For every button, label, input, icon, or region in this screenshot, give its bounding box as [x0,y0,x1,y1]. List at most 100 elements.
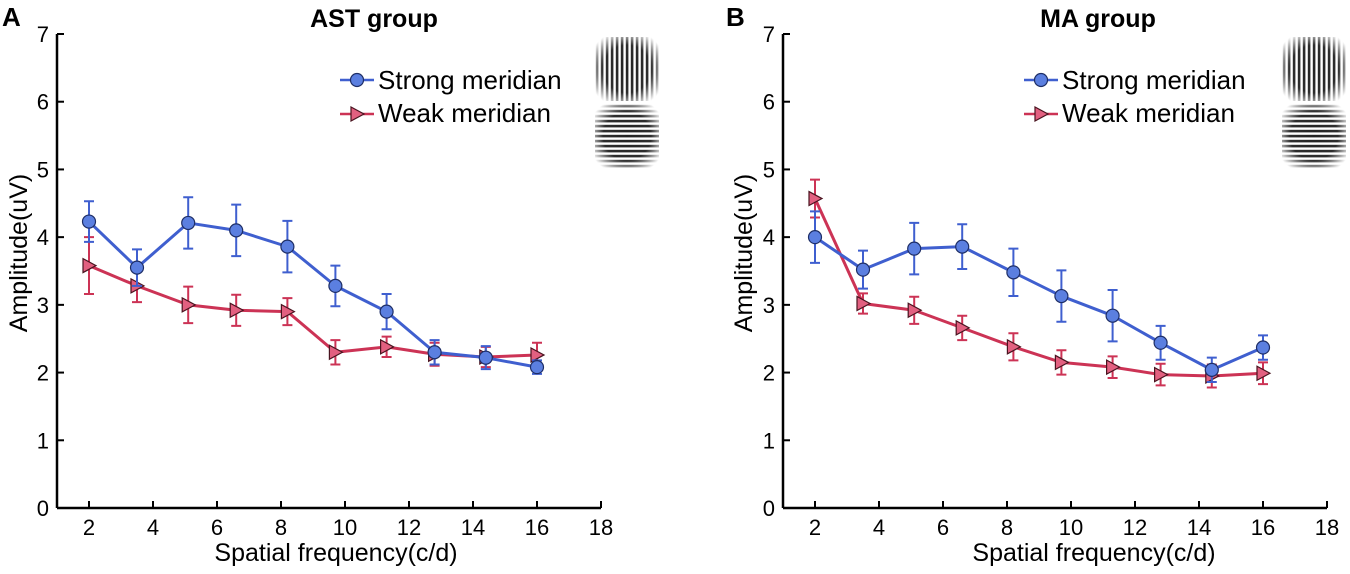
x-tick-label: 2 [83,515,95,540]
y-tick-label: 1 [37,428,49,453]
data-point [129,260,145,275]
data-point [907,302,923,319]
data-point [1204,362,1219,377]
y-tick-label: 7 [763,22,775,47]
data-point [1153,366,1169,383]
data-point [807,230,823,245]
data-point [856,295,872,312]
chart-title: MA group [1040,5,1156,33]
y-tick-label: 2 [37,361,49,386]
data-point [328,344,344,361]
data-point [280,303,296,320]
legend: Strong meridian Weak meridian [340,65,562,128]
legend-label-strong: Strong meridian [1062,65,1246,95]
horizontal-grating-icon [595,104,659,168]
data-point [955,319,971,336]
y-tick-label: 7 [37,22,49,47]
series-weak [808,178,1272,389]
legend-label-weak: Weak meridian [378,98,551,128]
panel-letter: B [726,2,745,32]
data-point [1105,359,1121,376]
data-point [181,296,197,313]
x-tick-label: 16 [1251,515,1275,540]
y-tick-label: 5 [37,157,49,182]
data-point [808,190,824,207]
legend-marker-strong [349,72,365,88]
series-line-strong [87,220,538,369]
x-tick-label: 4 [147,515,159,540]
vertical-grating-icon [595,37,659,101]
data-point [81,214,97,229]
data-point [427,345,442,360]
y-tick-label: 6 [763,90,775,115]
data-point [229,223,244,238]
legend-marker-weak [350,105,366,123]
series-line-weak [88,264,538,359]
data-point [1255,340,1271,355]
x-tick-label: 16 [525,515,549,540]
x-tick-label: 18 [589,515,613,540]
data-point [229,302,245,319]
y-tick-label: 4 [37,225,49,250]
y-tick-label: 5 [763,157,775,182]
horizontal-grating-icon [1282,104,1346,168]
data-point [1006,338,1022,355]
legend-label-weak: Weak meridian [1062,98,1235,128]
y-tick-label: 6 [37,90,49,115]
data-point [1105,308,1120,323]
data-point [181,215,196,231]
y-axis-label: Amplitude(uV) [730,174,758,332]
y-tick-label: 3 [763,293,775,318]
y-tick-label: 2 [763,361,775,386]
x-tick-label: 6 [937,515,949,540]
x-tick-label: 18 [1315,515,1339,540]
x-tick-label: 14 [461,515,485,540]
y-tick-label: 0 [763,496,775,521]
data-point [280,239,295,254]
data-point [379,304,394,319]
y-tick-label: 1 [763,428,775,453]
x-tick-label: 10 [333,515,357,540]
x-tick-label: 4 [873,515,885,540]
data-point [1256,365,1272,382]
vertical-grating-icon [1282,37,1346,101]
x-axis-label: Spatial frequency(c/d) [214,539,457,567]
legend: Strong meridian Weak meridian [1024,65,1246,128]
panel-letter: A [2,2,21,32]
series-line-weak [813,197,1264,378]
x-tick-label: 6 [211,515,223,540]
data-point [529,360,545,375]
data-point [955,239,970,254]
x-axis-label: Spatial frequency(c/d) [972,539,1215,567]
y-axis-label: Amplitude(uV) [5,174,33,332]
chart-title: AST group [310,5,438,33]
legend-marker-strong [1033,72,1049,88]
legend-label-strong: Strong meridian [378,65,562,95]
x-tick-label: 10 [1059,515,1083,540]
legend-marker-weak [1034,105,1050,123]
series-weak [82,236,546,369]
data-point [1054,354,1070,371]
data-point [1054,288,1069,304]
y-tick-label: 4 [763,225,775,250]
x-tick-label: 2 [809,515,821,540]
x-tick-label: 14 [1187,515,1211,540]
series-line-strong [814,235,1264,372]
x-tick-label: 12 [397,515,421,540]
data-point [855,262,871,277]
data-point [328,278,343,293]
data-point [907,241,922,256]
data-point [1006,265,1021,280]
x-tick-label: 8 [1001,515,1013,540]
data-point [380,338,395,355]
data-point [478,350,493,365]
data-point [1153,335,1168,350]
series-strong [81,196,545,375]
y-tick-label: 0 [37,496,49,521]
data-point [82,257,98,274]
x-tick-label: 8 [275,515,287,540]
data-point [530,346,546,363]
